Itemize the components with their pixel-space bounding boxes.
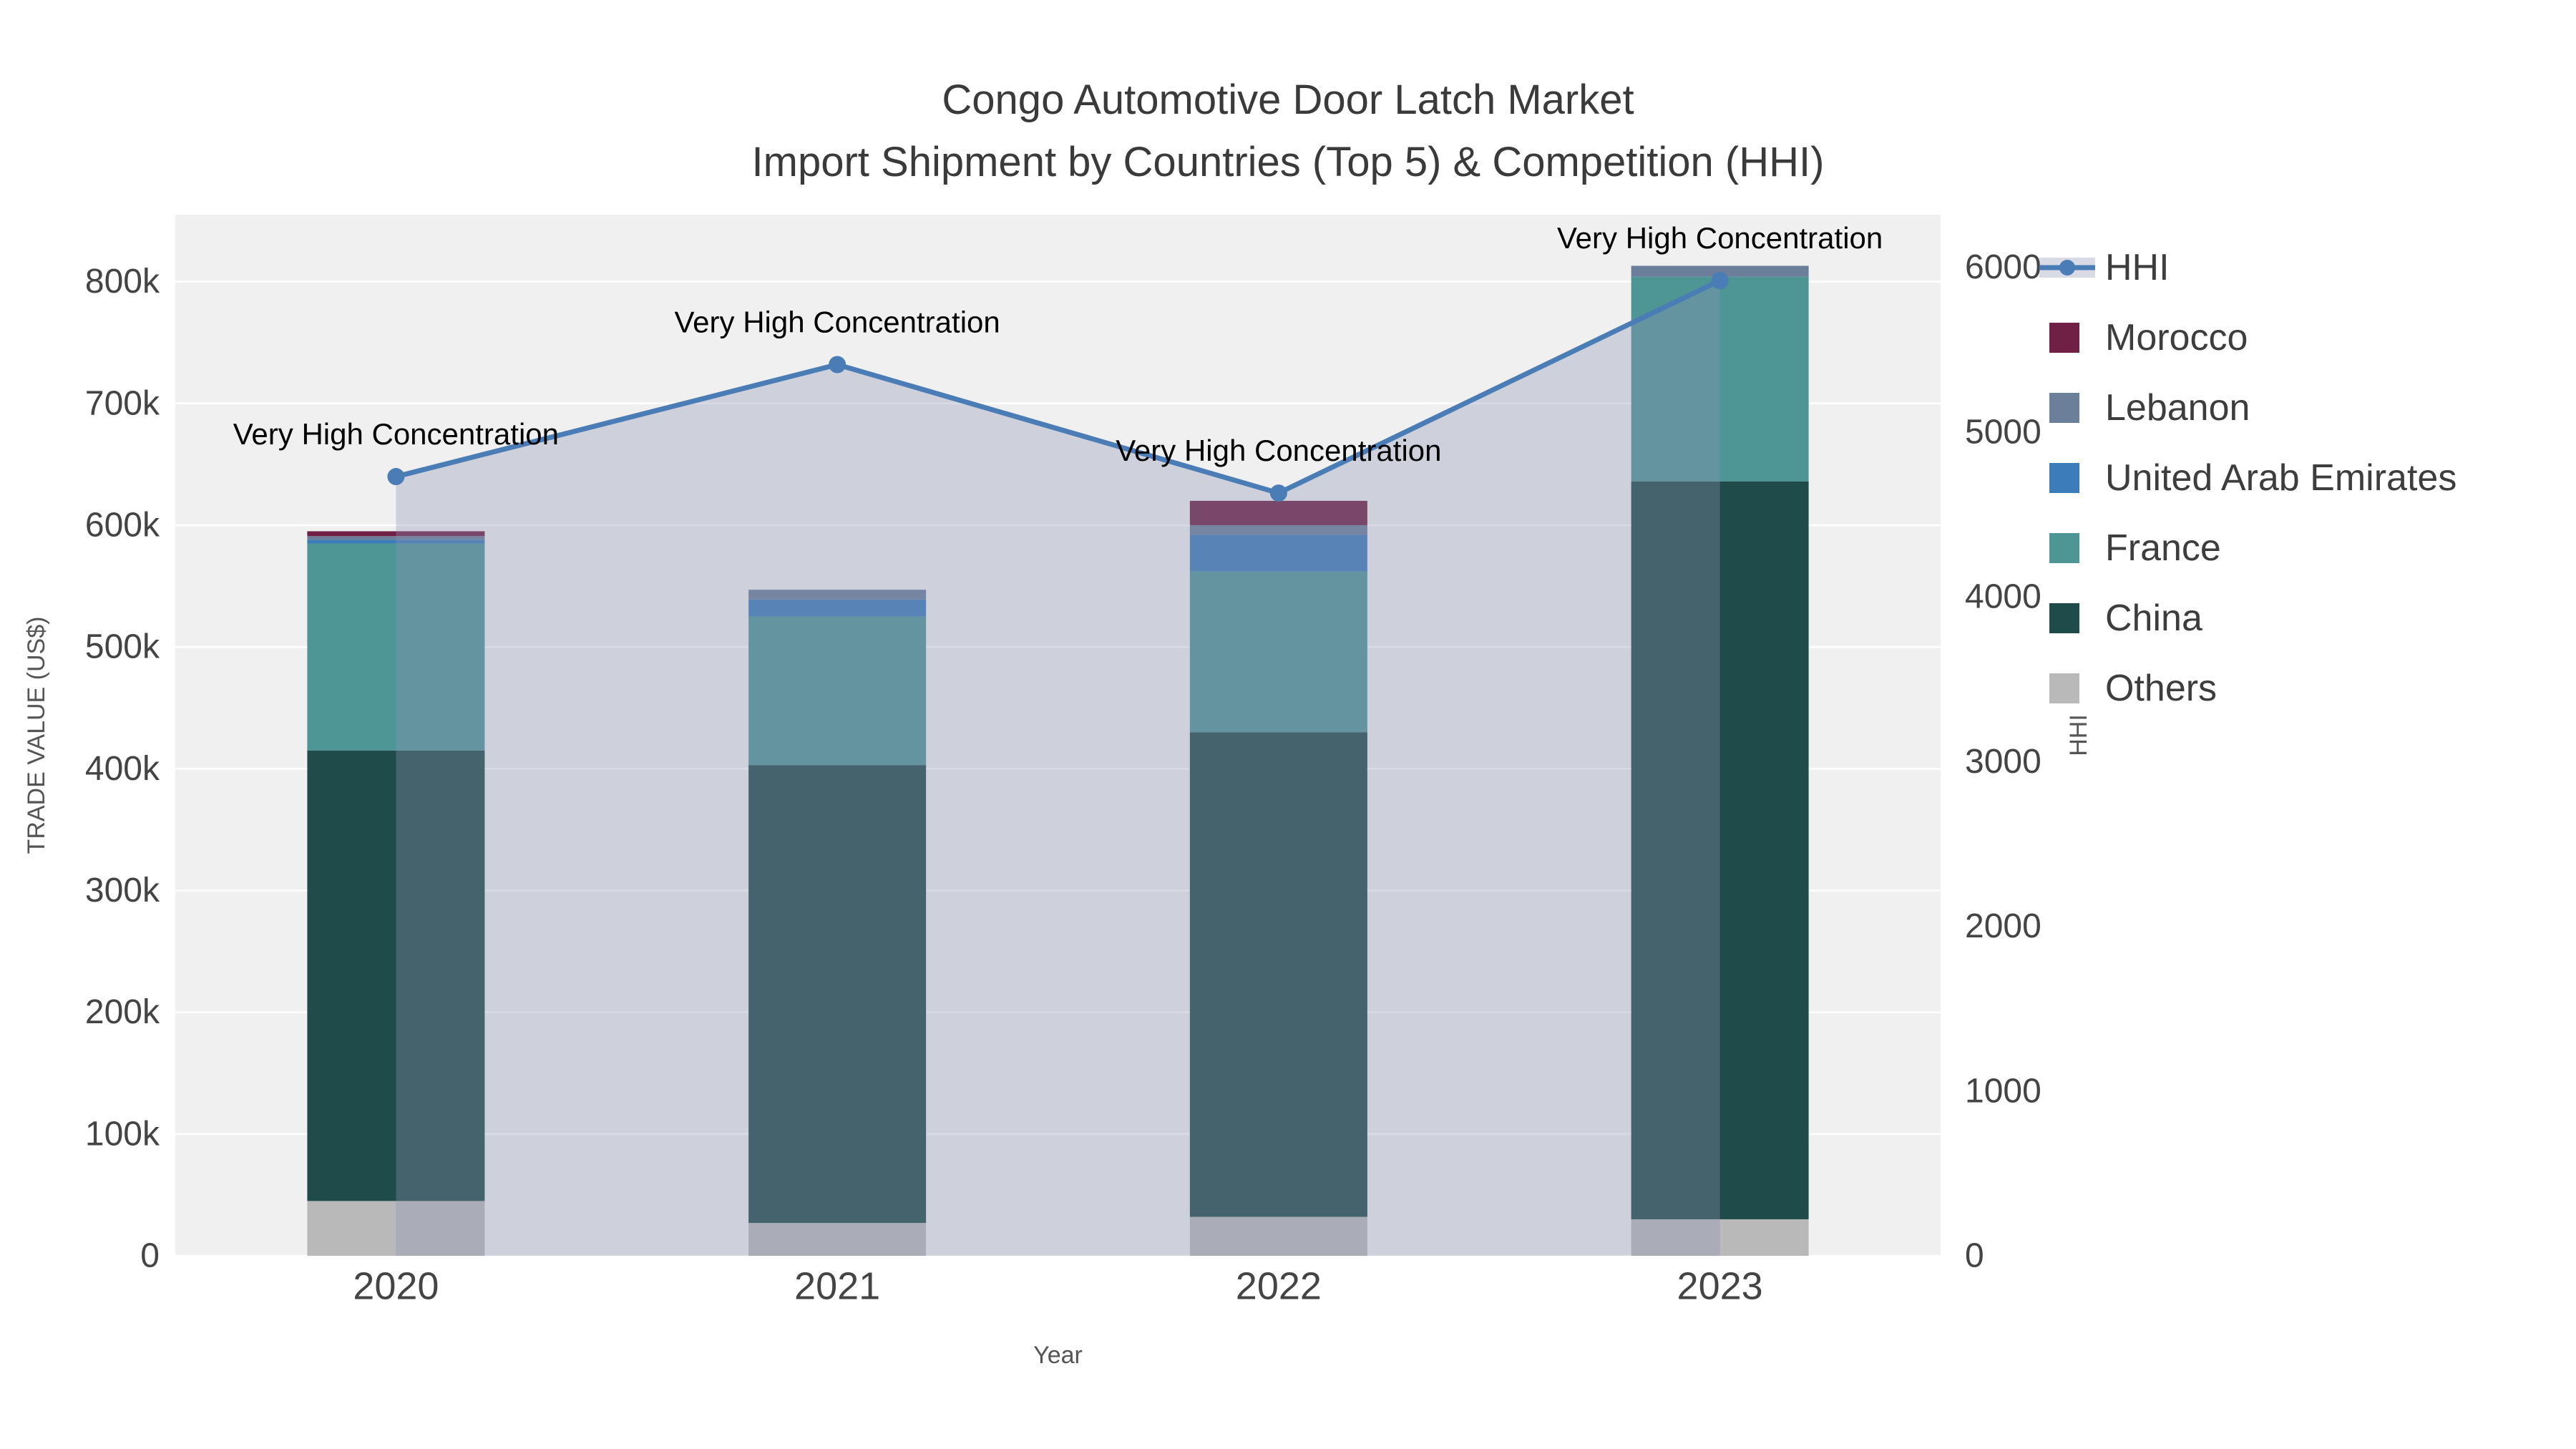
legend-label-china: China <box>2105 597 2202 639</box>
legend-label-france: France <box>2105 527 2221 569</box>
hhi-area-fill <box>396 280 1720 1256</box>
annotation-2023: Very High Concentration <box>1557 221 1883 255</box>
hhi-line <box>395 278 1722 496</box>
chart-title-line2: Import Shipment by Countries (Top 5) & C… <box>751 139 1825 185</box>
x-tick-label-2021: 2021 <box>794 1264 880 1307</box>
legend-label-lebanon: Lebanon <box>2105 387 2250 429</box>
legend-swatch-united-arab-emirates <box>2049 463 2079 493</box>
bar-segment-others-2021[interactable] <box>748 1223 927 1256</box>
left-tick-label: 300k <box>85 872 160 909</box>
legend-item-lebanon[interactable]: Lebanon <box>2049 387 2250 429</box>
legend-hhi-marker <box>2059 260 2075 275</box>
bar-segment-france-2022[interactable] <box>1189 571 1367 733</box>
hhi-point-2021[interactable] <box>829 356 847 374</box>
legend-swatch-morocco <box>2049 323 2079 353</box>
legend-swatch-others <box>2049 673 2079 703</box>
left-tick-label: 400k <box>85 750 160 788</box>
hhi-point-2023[interactable] <box>1711 272 1729 290</box>
annotation-2020: Very High Concentration <box>233 417 559 451</box>
bar-segment-morocco-2020[interactable] <box>307 531 485 537</box>
left-tick-label: 500k <box>85 628 160 666</box>
bar-segment-morocco-2022[interactable] <box>1189 500 1367 525</box>
right-tick-label: 1000 <box>1965 1072 2041 1110</box>
bar-segment-china-2023[interactable] <box>1631 481 1809 1219</box>
legend-item-united-arab-emirates[interactable]: United Arab Emirates <box>2049 457 2457 499</box>
bar-segment-others-2023[interactable] <box>1631 1219 1809 1256</box>
bar-segment-china-2022[interactable] <box>1189 732 1367 1217</box>
legend-label-hhi: HHI <box>2105 247 2170 288</box>
right-tick-label: 5000 <box>1965 413 2041 451</box>
right-tick-label: 2000 <box>1965 907 2041 945</box>
legend-label-others: Others <box>2105 668 2217 709</box>
legend-item-morocco[interactable]: Morocco <box>2049 317 2248 358</box>
x-axis-title: Year <box>1033 1342 1083 1369</box>
right-tick-label: 3000 <box>1965 743 2041 781</box>
right-tick-label: 0 <box>1965 1237 1984 1275</box>
annotation-2021: Very High Concentration <box>674 306 1000 339</box>
bar-segment-china-2021[interactable] <box>748 765 927 1224</box>
legend-item-china[interactable]: China <box>2049 597 2202 639</box>
chart-title: Congo Automotive Door Latch Market Impor… <box>0 69 2576 193</box>
hhi-point-2022[interactable] <box>1269 484 1287 502</box>
hhi-point-2020[interactable] <box>387 468 405 486</box>
legend-item-france[interactable]: France <box>2049 527 2221 569</box>
legend-swatch-lebanon <box>2049 393 2079 423</box>
bar-segment-lebanon-2023[interactable] <box>1631 265 1809 277</box>
x-tick-label-2023: 2023 <box>1677 1264 1763 1307</box>
bar-segment-lebanon-2020[interactable] <box>307 536 485 540</box>
bar-segment-united-arab-emirates-2020[interactable] <box>307 540 485 544</box>
legend-item-others[interactable]: Others <box>2049 668 2217 709</box>
right-tick-label: 4000 <box>1965 578 2041 616</box>
x-tick-label-2020: 2020 <box>353 1264 439 1307</box>
left-tick-label: 100k <box>85 1115 160 1153</box>
bar-segment-others-2020[interactable] <box>307 1201 485 1256</box>
legend-item-hhi[interactable]: HHI <box>2039 247 2170 288</box>
left-tick-label: 800k <box>85 263 160 301</box>
bar-segment-united-arab-emirates-2022[interactable] <box>1189 535 1367 572</box>
legend-label-morocco: Morocco <box>2105 317 2248 358</box>
left-tick-label: 200k <box>85 993 160 1031</box>
left-tick-label: 700k <box>85 384 160 422</box>
legend-label-united-arab-emirates: United Arab Emirates <box>2105 457 2457 499</box>
bar-segment-united-arab-emirates-2021[interactable] <box>748 599 927 617</box>
bar-segment-china-2020[interactable] <box>307 750 485 1201</box>
y-axis-title-left: TRADE VALUE (US$) <box>23 617 50 854</box>
legend-swatch-france <box>2049 533 2079 563</box>
bar-segment-lebanon-2021[interactable] <box>748 590 927 600</box>
bar-segment-lebanon-2022[interactable] <box>1189 525 1367 535</box>
legend-swatch-china <box>2049 603 2079 633</box>
bar-segment-france-2020[interactable] <box>307 543 485 751</box>
left-tick-label: 0 <box>140 1237 160 1275</box>
x-tick-label-2022: 2022 <box>1236 1264 1322 1307</box>
annotation-2022: Very High Concentration <box>1116 434 1441 467</box>
chart-title-line1: Congo Automotive Door Latch Market <box>942 77 1634 123</box>
bar-segment-france-2021[interactable] <box>748 616 927 766</box>
right-tick-label: 6000 <box>1965 248 2041 286</box>
y-axis-title-right: HHI <box>2065 714 2092 756</box>
left-tick-label: 600k <box>85 506 160 544</box>
bar-segment-others-2022[interactable] <box>1189 1216 1367 1256</box>
